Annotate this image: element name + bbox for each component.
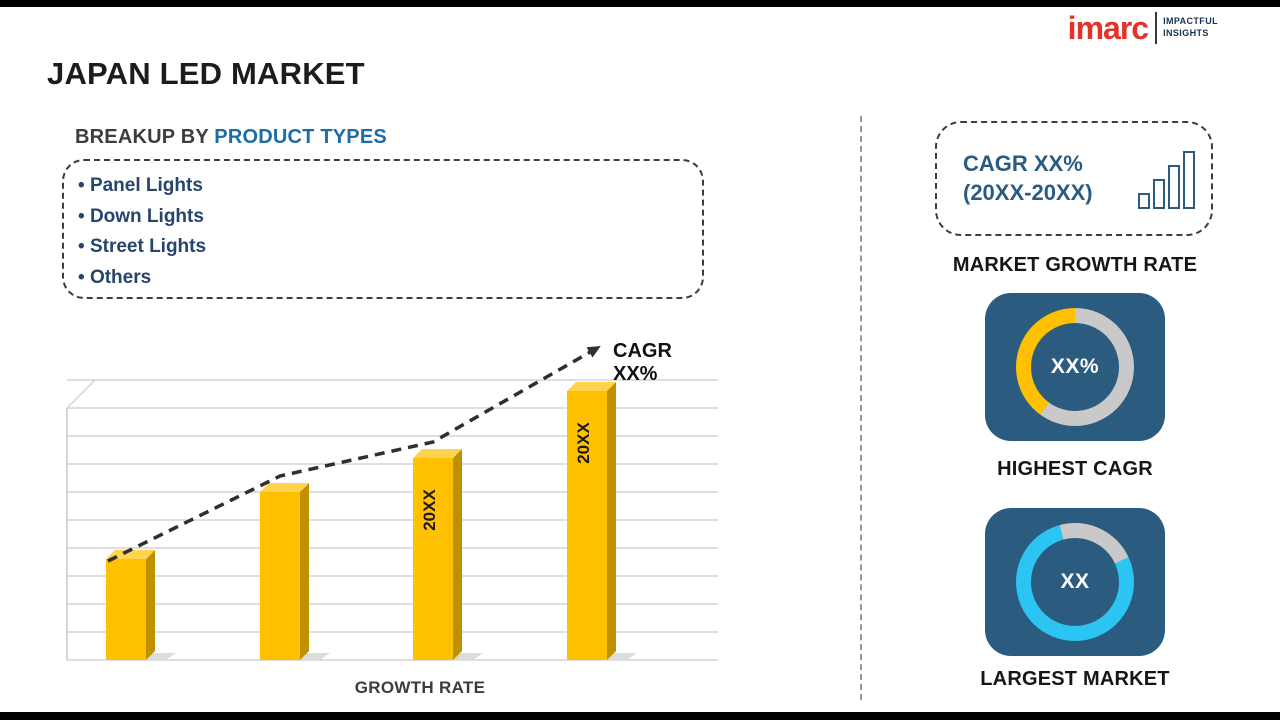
- bar-top: [413, 449, 462, 458]
- highest-cagr-donut: XX%: [1016, 308, 1134, 426]
- bar-front: [413, 458, 453, 660]
- logo-brand-text: imarc: [1067, 10, 1149, 46]
- bar-chart-icon-bar: [1138, 192, 1150, 209]
- largest-market-donut: XX: [1016, 523, 1134, 641]
- product-type-item: Down Lights: [78, 202, 702, 233]
- breakup-heading: BREAKUP BY PRODUCT TYPES: [75, 126, 387, 149]
- top-border-bar: [0, 0, 1280, 7]
- logo-divider: [1155, 12, 1158, 44]
- largest-market-tile: XX: [985, 508, 1165, 656]
- bottom-border-bar: [0, 712, 1280, 720]
- chart-x-axis-label: GROWTH RATE: [354, 678, 486, 697]
- bar-chart: 20XX 20XX: [66, 345, 718, 661]
- bar-label: 20XX: [420, 489, 439, 531]
- highest-cagr-label: HIGHEST CAGR: [997, 458, 1153, 480]
- bar-top: [106, 550, 155, 559]
- logo-tagline-line2: INSIGHTS: [1163, 28, 1209, 38]
- bar-front: [260, 492, 300, 660]
- section-divider: [860, 116, 862, 700]
- market-growth-rate-label: MARKET GROWTH RATE: [952, 254, 1198, 276]
- cagr-line1: CAGR XX%: [963, 150, 1083, 176]
- grid-corner: [66, 379, 96, 409]
- growth-chart: 20XX 20XX CAGR XX% GROWTH RATE: [65, 334, 720, 714]
- bar-chart-icon-bar: [1168, 164, 1180, 209]
- logo-tagline: IMPACTFUL INSIGHTS: [1163, 16, 1218, 39]
- bar-front: [567, 391, 607, 660]
- product-type-item: Panel Lights: [78, 171, 702, 202]
- bar-top: [567, 382, 616, 391]
- trend-arrow: [107, 345, 601, 563]
- bar-chart-icon-bar: [1183, 150, 1195, 209]
- page-title: JAPAN LED MARKET: [47, 56, 365, 91]
- product-types-list: Panel LightsDown LightsStreet LightsOthe…: [78, 171, 702, 293]
- imarc-logo: imarc IMPACTFUL INSIGHTS: [1068, 12, 1218, 44]
- bar-chart-icon-bar: [1153, 178, 1165, 209]
- bar-label: 20XX: [574, 422, 593, 464]
- bar-front: [106, 559, 146, 660]
- product-type-item: Street Lights: [78, 232, 702, 263]
- cagr-line2: (20XX-20XX): [963, 179, 1093, 205]
- largest-market-label: LARGEST MARKET: [980, 668, 1170, 690]
- bar-side: [300, 483, 309, 660]
- cagr-annotation: CAGR XX%: [613, 340, 672, 385]
- bar-side: [146, 550, 155, 660]
- logo-tagline-line1: IMPACTFUL: [1163, 16, 1218, 27]
- cagr-callout-box: CAGR XX% (20XX-20XX): [935, 121, 1213, 236]
- bar-chart-icon: [1138, 149, 1195, 209]
- highest-cagr-tile: XX%: [985, 293, 1165, 441]
- highest-cagr-value: XX%: [1031, 323, 1119, 411]
- bar-side: [453, 449, 462, 660]
- largest-market-value: XX: [1031, 538, 1119, 626]
- product-types-box: Panel LightsDown LightsStreet LightsOthe…: [62, 159, 704, 299]
- breakup-heading-prefix: BREAKUP BY: [75, 126, 209, 148]
- cagr-callout-text: CAGR XX% (20XX-20XX): [963, 150, 1138, 207]
- bar-top: [260, 483, 309, 492]
- product-type-item: Others: [78, 263, 702, 294]
- breakup-heading-accent: PRODUCT TYPES: [214, 126, 387, 148]
- bar-side: [607, 382, 616, 660]
